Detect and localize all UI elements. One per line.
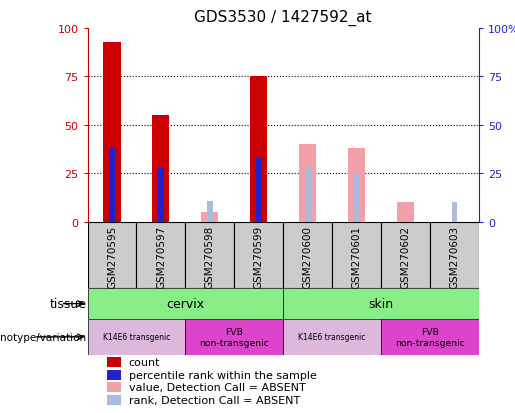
Text: GSM270603: GSM270603 (450, 225, 459, 289)
Bar (201, 213, 218, 222)
Bar (109, 149, 115, 222)
Text: tissue: tissue (49, 297, 87, 310)
Bar (305, 168, 311, 222)
Bar (88, 222, 136, 289)
Bar (348, 149, 365, 222)
Text: value, Detection Call = ABSENT: value, Detection Call = ABSENT (129, 382, 305, 392)
Bar (381, 222, 430, 289)
Text: GSM270602: GSM270602 (401, 225, 410, 289)
Text: K14E6 transgenic: K14E6 transgenic (103, 332, 170, 342)
Text: GSM270601: GSM270601 (352, 225, 362, 289)
Bar (107, 370, 121, 380)
Bar (88, 319, 185, 355)
Bar (354, 174, 359, 222)
Text: GSM270595: GSM270595 (107, 225, 117, 289)
Bar (104, 43, 121, 222)
Bar (136, 222, 185, 289)
Bar (185, 222, 234, 289)
Bar (332, 222, 381, 289)
Text: GSM270598: GSM270598 (205, 225, 215, 289)
Bar (234, 222, 283, 289)
Text: genotype/variation: genotype/variation (0, 332, 87, 342)
Bar (107, 395, 121, 405)
Bar (299, 145, 316, 222)
Bar (250, 77, 267, 222)
Text: rank, Detection Call = ABSENT: rank, Detection Call = ABSENT (129, 395, 300, 405)
Text: count: count (129, 358, 160, 368)
Text: cervix: cervix (166, 297, 204, 310)
Bar (207, 201, 213, 222)
Text: FVB
non-transgenic: FVB non-transgenic (395, 328, 465, 347)
Bar (256, 159, 262, 222)
Bar (430, 222, 479, 289)
Bar (283, 289, 479, 319)
Text: GSM270599: GSM270599 (254, 225, 264, 289)
Bar (158, 168, 164, 222)
Bar (283, 222, 332, 289)
Title: GDS3530 / 1427592_at: GDS3530 / 1427592_at (195, 10, 372, 26)
Bar (452, 203, 457, 222)
Text: GSM270600: GSM270600 (303, 225, 313, 289)
Bar (185, 319, 283, 355)
Bar (107, 358, 121, 368)
Text: skin: skin (369, 297, 393, 310)
Text: FVB
non-transgenic: FVB non-transgenic (199, 328, 269, 347)
Bar (381, 319, 479, 355)
Bar (88, 289, 283, 319)
Text: GSM270597: GSM270597 (156, 225, 166, 289)
Text: percentile rank within the sample: percentile rank within the sample (129, 370, 317, 380)
Bar (152, 116, 169, 222)
Bar (107, 382, 121, 392)
Bar (283, 319, 381, 355)
Text: K14E6 transgenic: K14E6 transgenic (299, 332, 366, 342)
Bar (397, 203, 414, 222)
